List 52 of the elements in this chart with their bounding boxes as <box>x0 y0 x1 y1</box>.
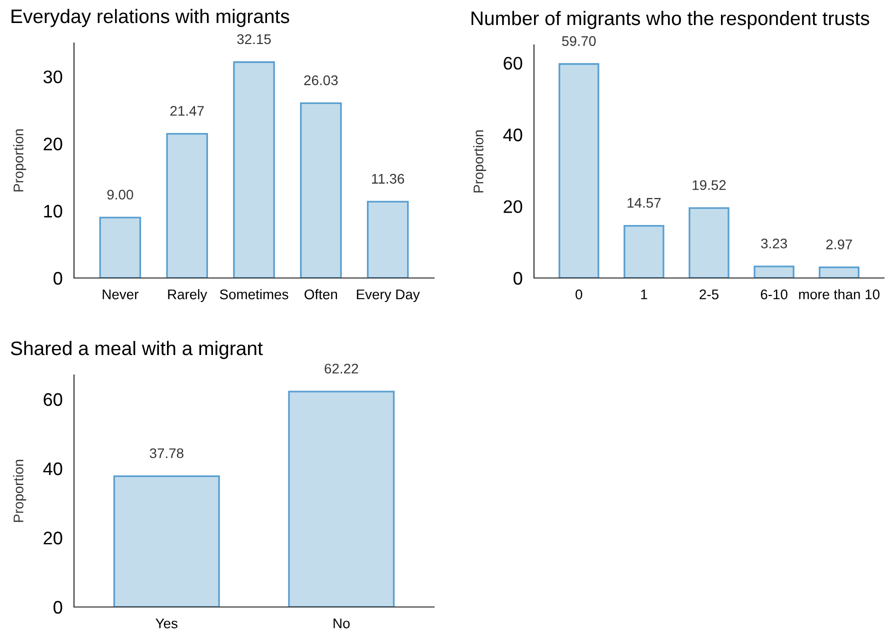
bar <box>818 266 860 278</box>
y-tick-label: 20 <box>44 532 62 544</box>
y-tick-label: 0 <box>514 272 522 285</box>
chart-title: Number of migrants who the respondent trusts <box>472 10 870 30</box>
data-label: 2.97 <box>826 239 852 250</box>
bar <box>558 63 600 278</box>
x-tick-label: Often <box>304 289 337 300</box>
y-tick-label: 20 <box>504 200 522 214</box>
x-tick-label: 1 <box>641 290 648 300</box>
y-tick-label: 60 <box>504 56 522 70</box>
y-tick-label: 0 <box>54 272 62 285</box>
y-tick-label: 10 <box>44 204 62 218</box>
data-label: 3.23 <box>761 238 787 248</box>
y-axis-title: Proportion <box>13 129 26 192</box>
y-axis-title: Proportion <box>13 460 26 522</box>
data-label: 21.47 <box>170 106 204 116</box>
bar <box>754 266 794 278</box>
x-tick-label: Sometimes <box>220 289 288 300</box>
bar <box>99 216 142 278</box>
data-label: 62.22 <box>324 364 358 374</box>
y-tick-label: 30 <box>43 70 62 84</box>
data-label: 19.52 <box>692 180 726 190</box>
bar <box>300 102 342 278</box>
x-tick-label: Rarely <box>168 289 208 302</box>
bar <box>688 207 730 278</box>
y-tick-label: 0 <box>54 600 62 614</box>
y-tick-label: 60 <box>44 393 62 406</box>
x-tick-label: Every Day <box>356 290 420 302</box>
y-tick-label: 40 <box>43 462 62 476</box>
x-tick-label: Yes <box>156 618 178 628</box>
x-tick-label: Never <box>102 290 138 300</box>
x-tick-label: No <box>334 618 350 628</box>
x-tick-label: 0 <box>576 289 582 300</box>
data-label: 9.00 <box>107 190 134 200</box>
data-label: 26.03 <box>304 75 338 86</box>
y-tick-label: 40 <box>503 128 522 142</box>
data-label: 14.57 <box>628 198 661 208</box>
y-tick-label: 20 <box>44 138 62 150</box>
data-label: 37.78 <box>150 448 184 458</box>
x-tick-label: more than 10 <box>799 289 880 300</box>
x-tick-label: 2-5 <box>700 289 718 300</box>
data-label: 59.70 <box>562 36 596 46</box>
data-label: 32.15 <box>237 34 271 44</box>
bar <box>166 133 208 278</box>
bar <box>366 200 409 278</box>
bar <box>233 61 275 278</box>
chart-title: Everyday relations with migrants <box>12 8 290 28</box>
bar <box>624 224 664 278</box>
data-label: 11.36 <box>372 174 404 184</box>
chart-title: Shared a meal with a migrant <box>10 340 263 360</box>
y-axis-title: Proportion <box>473 130 486 192</box>
x-tick-label: 6-10 <box>760 289 788 300</box>
